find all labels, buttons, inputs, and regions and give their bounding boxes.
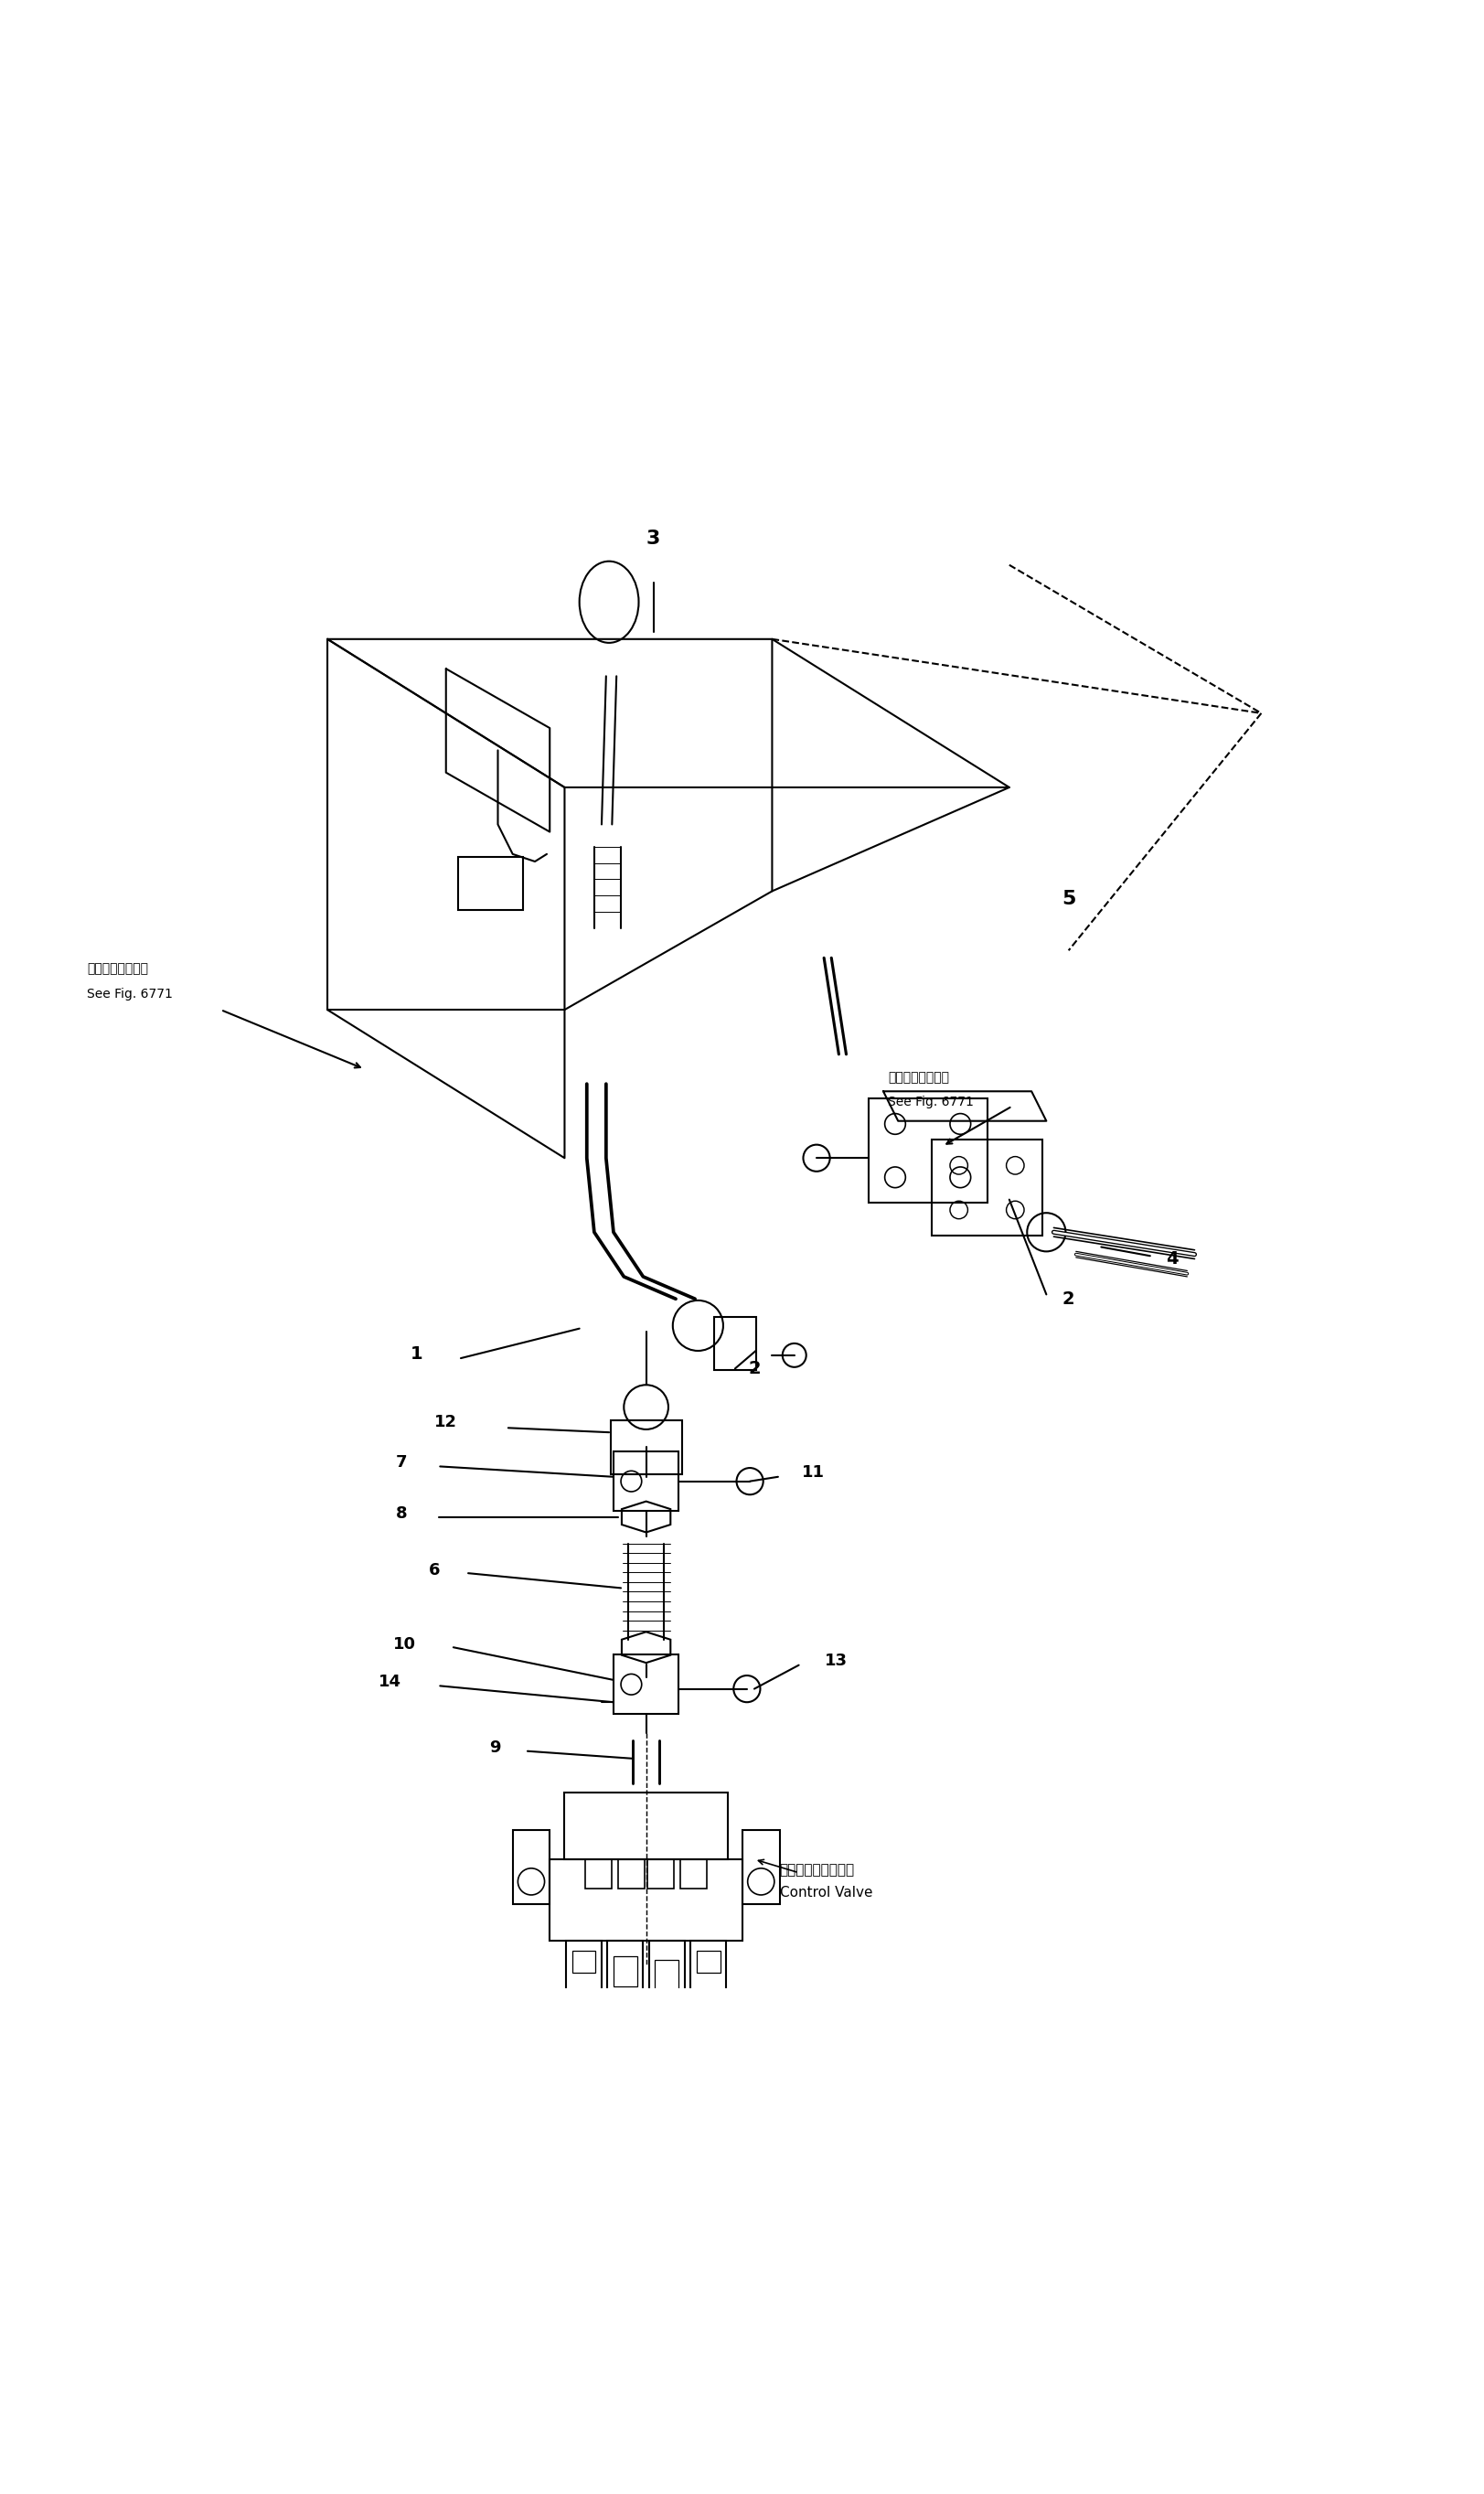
Text: 1: 1 bbox=[410, 1344, 423, 1362]
Text: 13: 13 bbox=[824, 1654, 847, 1668]
Text: 6: 6 bbox=[429, 1561, 439, 1579]
Text: 5: 5 bbox=[1061, 890, 1074, 908]
Text: Control Valve: Control Valve bbox=[779, 1885, 871, 1898]
Text: 14: 14 bbox=[378, 1673, 401, 1688]
Text: 4: 4 bbox=[1165, 1249, 1178, 1267]
Text: 第６７７１図参照: 第６７７１図参照 bbox=[88, 963, 148, 975]
Text: コントロールバルブ: コントロールバルブ bbox=[779, 1863, 855, 1878]
Text: See Fig. 6771: See Fig. 6771 bbox=[887, 1095, 974, 1110]
Text: 第６７７１図参照: 第６７７１図参照 bbox=[887, 1070, 948, 1085]
Text: 2: 2 bbox=[1061, 1289, 1074, 1307]
Text: 12: 12 bbox=[435, 1414, 457, 1429]
Text: 11: 11 bbox=[801, 1464, 825, 1481]
Text: 7: 7 bbox=[396, 1454, 407, 1471]
Text: 10: 10 bbox=[393, 1636, 416, 1654]
Text: 2: 2 bbox=[748, 1359, 760, 1377]
Text: 3: 3 bbox=[646, 529, 660, 546]
Text: 8: 8 bbox=[396, 1506, 407, 1521]
Text: See Fig. 6771: See Fig. 6771 bbox=[88, 988, 174, 1000]
Text: 9: 9 bbox=[488, 1741, 500, 1756]
